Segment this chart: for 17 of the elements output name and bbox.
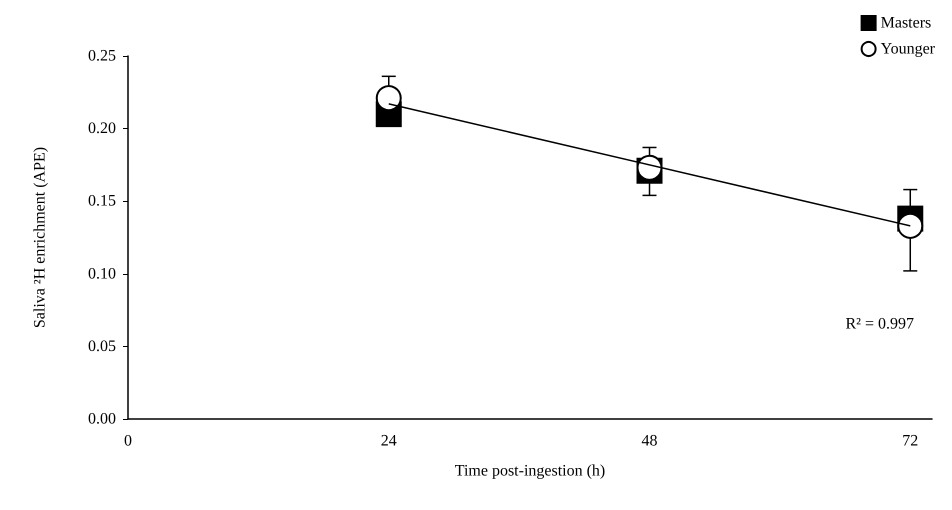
annotation: R² = 0.997	[846, 316, 914, 332]
y-tick-label: 0.05	[88, 338, 116, 355]
x-tick-label: 72	[902, 432, 918, 450]
x-axis-title: Time post-ingestion (h)	[454, 462, 606, 480]
x-tick-label: 48	[642, 432, 658, 450]
legend-label: Younger	[880, 40, 936, 58]
x-tick-label: 0	[124, 432, 132, 450]
y-tick-label: 0.20	[88, 120, 116, 138]
y-tick-label: 0.00	[88, 410, 116, 428]
x-tick-label: 24	[380, 432, 397, 450]
y-tick-label: 0.15	[88, 192, 116, 210]
y-tick-label: 0.25	[88, 48, 116, 64]
point	[376, 85, 402, 112]
y-axis-title: Saliva ²H enrichment (APE)	[32, 146, 48, 328]
y-tick-label: 0.10	[88, 265, 116, 282]
legend-label: Masters	[880, 14, 932, 32]
point	[897, 212, 924, 239]
